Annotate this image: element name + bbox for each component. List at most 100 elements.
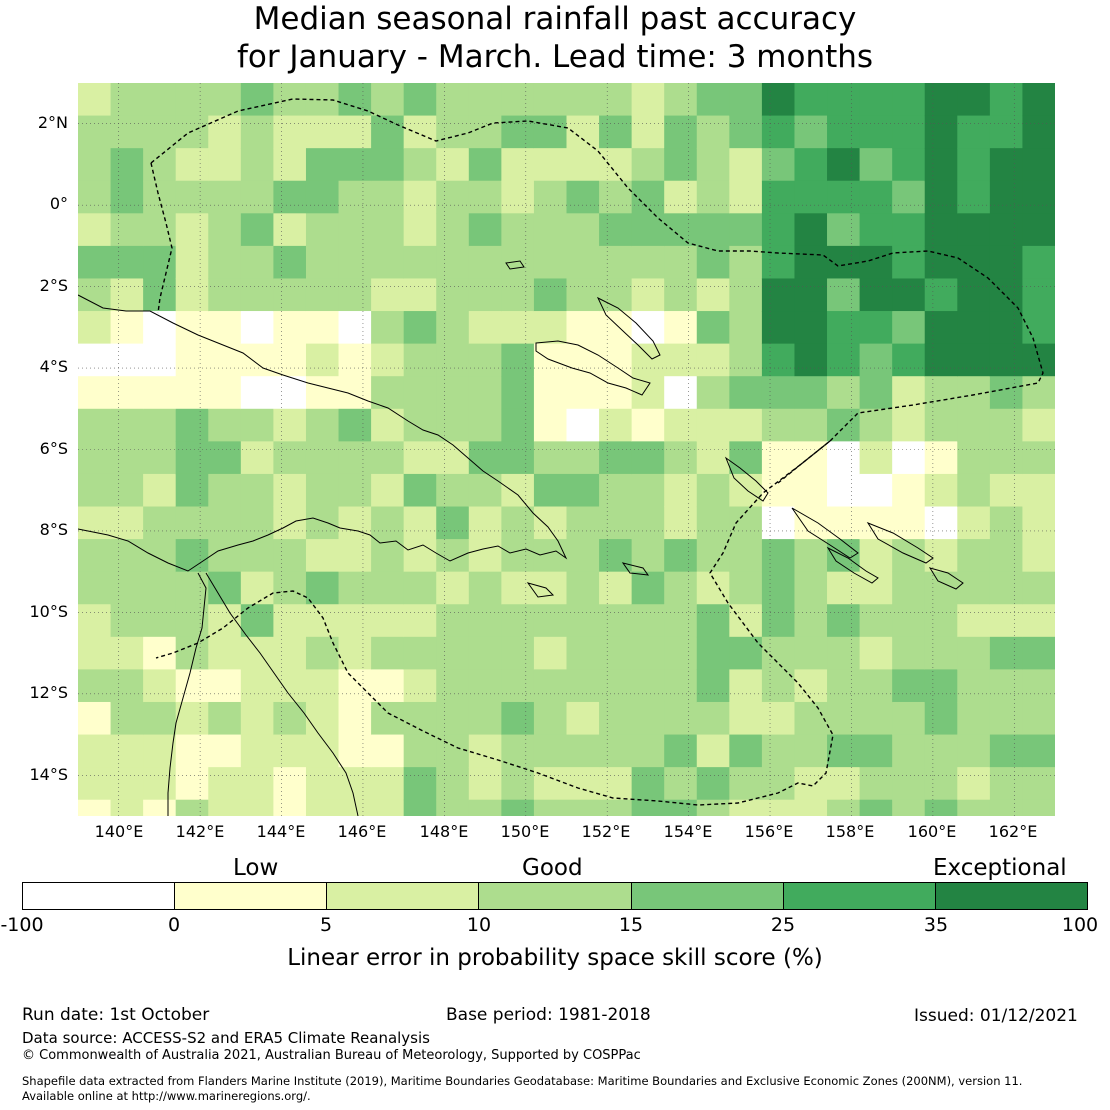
grid-cell — [599, 115, 633, 149]
grid-cell — [1022, 115, 1055, 149]
grid-cell — [696, 408, 730, 442]
grid-cell — [631, 213, 665, 247]
grid-cell — [892, 376, 926, 410]
grid-cell — [110, 343, 144, 377]
grid-cell — [957, 669, 991, 703]
lon-label: 152°E — [581, 822, 631, 841]
grid-cell — [892, 473, 926, 508]
grid-cell — [696, 571, 730, 605]
coastline-new-ireland — [596, 296, 661, 360]
grid-cell — [859, 376, 893, 410]
title-line-2: for January - March. Lead time: 3 months — [236, 39, 874, 75]
grid-cell — [338, 734, 372, 768]
grid-cell — [338, 408, 372, 442]
grid-cell — [957, 506, 991, 540]
grid-cell — [794, 669, 828, 703]
grid-cell — [110, 571, 144, 605]
grid-cell — [436, 343, 470, 377]
grid-cell — [338, 539, 372, 573]
lat-label: 2°S — [39, 276, 68, 295]
grid-cell — [892, 343, 926, 377]
grid-cell — [1022, 767, 1055, 801]
grid-cell — [143, 571, 177, 605]
grid-cell — [468, 767, 502, 801]
grid-cell — [761, 83, 796, 117]
grid-cell — [338, 115, 372, 149]
grid-cell — [78, 571, 112, 605]
colorbar-tick: 15 — [618, 914, 644, 936]
shapefile-credit-1: Shapefile data extracted from Flanders M… — [22, 1074, 1023, 1088]
grid-cell — [794, 571, 828, 605]
grid-cell — [403, 571, 437, 605]
grid-cell — [1022, 734, 1055, 768]
coastline-solomon-2 — [826, 546, 879, 584]
grid-cell — [533, 376, 568, 410]
grid-cell — [338, 441, 372, 475]
grid-cell — [143, 767, 177, 801]
grid-cell — [599, 767, 633, 801]
grid-cell — [436, 571, 470, 605]
grid-cell — [371, 604, 405, 638]
grid-cell — [566, 83, 600, 117]
grid-cell — [338, 799, 372, 816]
grid-cell — [403, 799, 437, 816]
grid-cell — [403, 311, 437, 345]
grid-cell — [208, 734, 242, 768]
grid-cell — [403, 376, 437, 410]
grid-cell — [892, 506, 926, 540]
eez-boundaries — [150, 98, 1044, 806]
grid-cell — [240, 311, 274, 345]
grid-cell — [533, 441, 568, 475]
grid-cell — [696, 799, 730, 816]
grid-cell — [729, 115, 763, 149]
grid-cell — [468, 311, 502, 345]
lon-label: 148°E — [419, 822, 469, 841]
grid-cell — [989, 311, 1024, 345]
grid-cell — [338, 636, 372, 670]
grid-cell — [827, 636, 861, 670]
grid-cell — [924, 408, 958, 442]
grid-cell — [696, 441, 730, 475]
grid-cell — [761, 636, 796, 670]
grid-cell — [533, 506, 568, 540]
grid-cell — [110, 441, 144, 475]
grid-cell — [631, 311, 665, 345]
grid-cell — [599, 343, 633, 377]
grid-cell — [208, 767, 242, 801]
coastline-cape-york-east — [205, 572, 359, 816]
grid-cell — [110, 311, 144, 345]
grid-cell — [208, 83, 242, 117]
grid-cell — [436, 604, 470, 638]
grid-cell — [240, 799, 274, 816]
grid-cell — [305, 180, 340, 214]
grid-cell — [273, 669, 307, 703]
colorbar-tick: 100 — [1061, 914, 1099, 936]
grid-cell — [436, 701, 470, 736]
grid-cell — [989, 343, 1024, 377]
grid-cell — [501, 213, 535, 247]
grid-cell — [175, 506, 209, 540]
grid-cell — [501, 473, 535, 508]
grid-cell — [78, 148, 112, 182]
grid-cell — [989, 669, 1024, 703]
grid-cell — [143, 245, 177, 280]
grid-cell — [175, 571, 209, 605]
grid-cell — [78, 636, 112, 670]
grid-cell — [338, 311, 372, 345]
grid-cell — [403, 343, 437, 377]
grid-cell — [664, 604, 698, 638]
grid-cell — [729, 311, 763, 345]
grid-cell — [827, 245, 861, 280]
grid-cell — [566, 343, 600, 377]
grid-cell — [305, 669, 340, 703]
grid-cell — [892, 571, 926, 605]
grid-cell — [599, 180, 633, 214]
grid-cell — [110, 734, 144, 768]
grid-cell — [1022, 83, 1055, 117]
grid-cell — [208, 636, 242, 670]
grid-cell — [664, 669, 698, 703]
grid-cell — [371, 245, 405, 280]
grid-cell — [1022, 701, 1055, 736]
grid-cell — [664, 115, 698, 149]
grid-cell — [729, 408, 763, 442]
